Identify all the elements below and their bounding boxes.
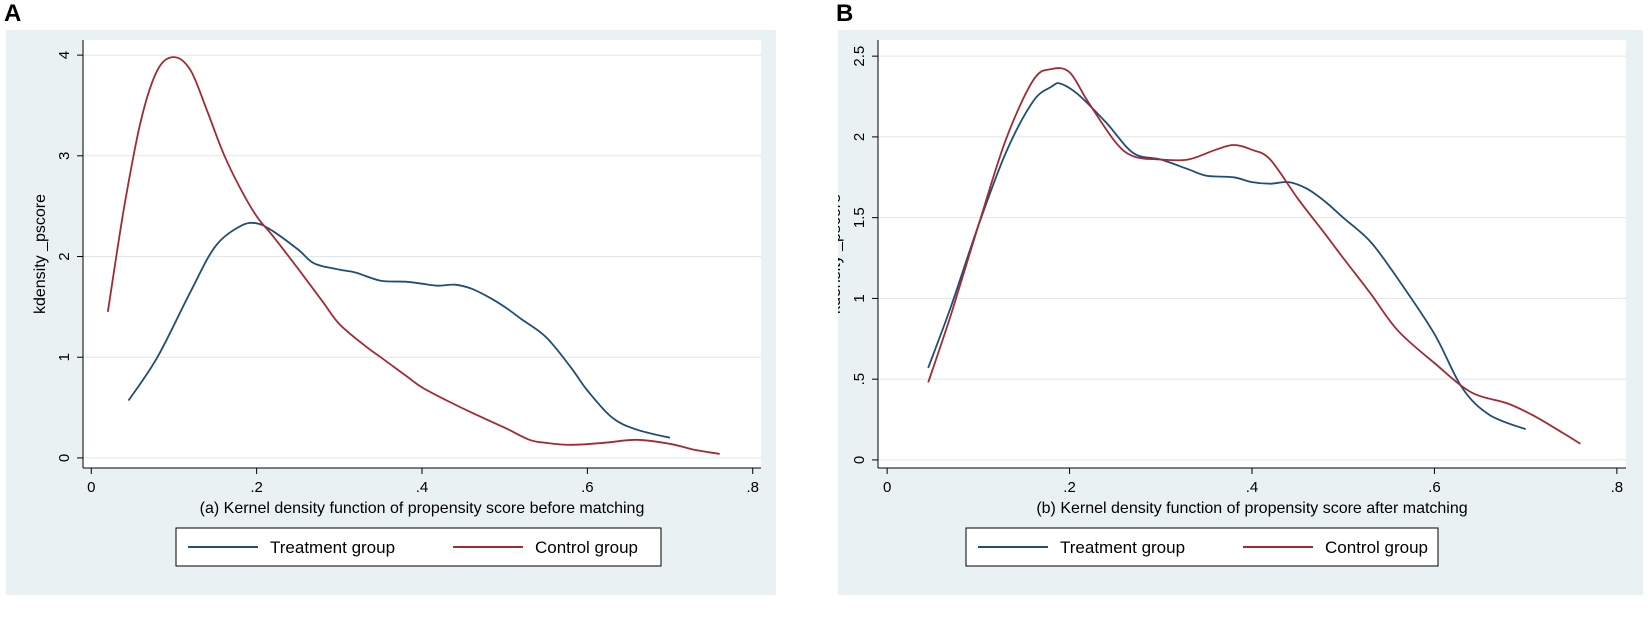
plot-area	[83, 40, 761, 468]
y-tick-label: 0	[851, 456, 868, 464]
control-series-line	[927, 67, 1581, 445]
y-axis-label: kdensity _pscore	[838, 194, 844, 314]
y-tick-label: 3	[56, 152, 73, 160]
x-tick-label: .4	[1246, 479, 1259, 496]
y-tick-label: 1	[851, 294, 868, 302]
y-tick-label: 4	[56, 51, 73, 59]
y-tick-label: 2	[851, 133, 868, 141]
panel-label-b: B	[836, 0, 854, 27]
x-tick-label: .4	[416, 479, 429, 496]
x-tick-label: .8	[1611, 479, 1624, 496]
x-tick-label: 0	[883, 479, 891, 496]
legend-control-label: Control group	[1325, 538, 1428, 557]
x-tick-label: .2	[250, 479, 263, 496]
x-tick-label: .8	[746, 479, 759, 496]
treatment-series-line	[127, 221, 671, 439]
x-tick-label: 0	[87, 479, 95, 496]
chart-a: 0 1 2 3 4 0 .2 .4 .6 .8 (a) Kernel density functio…	[6, 30, 776, 595]
control-series-line	[106, 56, 720, 455]
x-axis-label: (a) Kernel density function of propensit…	[200, 500, 645, 517]
y-tick-label: 2.5	[851, 46, 868, 67]
y-tick-label: .5	[851, 373, 868, 386]
x-tick-label: .6	[1428, 479, 1441, 496]
x-tick-label: .6	[581, 479, 594, 496]
y-tick-label: 1.5	[851, 207, 868, 228]
legend-treatment-label: Treatment group	[270, 538, 395, 557]
treatment-series-line	[927, 82, 1527, 431]
plot-area	[878, 40, 1626, 468]
y-tick-label: 0	[56, 454, 73, 462]
legend-treatment-label: Treatment group	[1060, 538, 1185, 557]
legend-control-label: Control group	[535, 538, 638, 557]
panel-label-a: A	[4, 0, 22, 27]
y-tick-label: 1	[56, 353, 73, 361]
x-tick-label: .2	[1063, 479, 1076, 496]
chart-b: 0 .5 1 1.5 2 2.5 0 .2 .4 .6 .8 (b) Kernel density f…	[838, 30, 1643, 595]
x-axis-label: (b) Kernel density function of propensit…	[1036, 500, 1467, 517]
y-tick-label: 2	[56, 252, 73, 260]
y-axis-label: kdensity _pscore	[32, 194, 49, 314]
